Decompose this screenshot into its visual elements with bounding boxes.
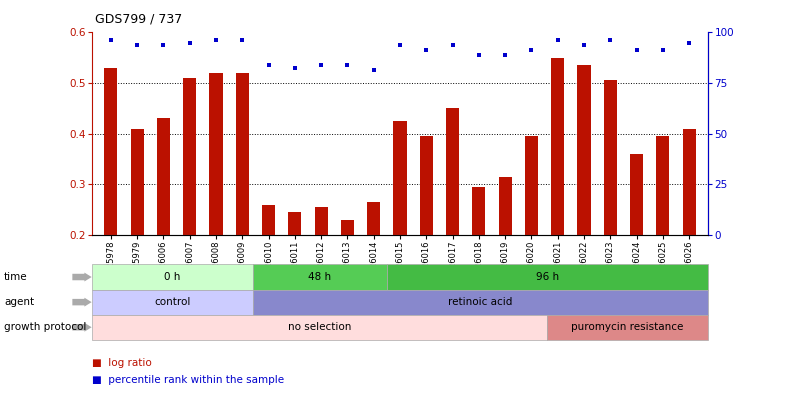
Bar [471,187,485,235]
Text: growth protocol: growth protocol [4,322,86,332]
Bar [104,68,117,235]
Bar [524,136,537,235]
Bar [235,73,249,235]
Text: agent: agent [4,297,34,307]
Bar [393,121,406,235]
Bar [446,108,459,235]
Text: retinoic acid: retinoic acid [447,297,512,307]
Point [551,37,564,43]
Point [340,62,353,68]
Point [577,42,589,48]
Point [419,47,432,53]
Text: time: time [4,272,27,282]
Text: no selection: no selection [287,322,351,332]
Bar [577,65,590,235]
Point [288,64,301,71]
Text: ■  percentile rank within the sample: ■ percentile rank within the sample [92,375,284,385]
Point [104,37,117,43]
Point [393,42,406,48]
Bar [209,73,222,235]
Text: 0 h: 0 h [165,272,181,282]
Point [314,62,327,68]
Bar [340,220,353,235]
Bar [130,129,144,235]
Text: GDS799 / 737: GDS799 / 737 [95,12,182,25]
Point [498,52,511,58]
Text: 48 h: 48 h [308,272,331,282]
Bar [603,81,616,235]
Point [524,47,537,53]
Text: ■  log ratio: ■ log ratio [92,358,152,369]
Bar [682,129,695,235]
Point [131,42,144,48]
Point [603,37,616,43]
Point [682,39,695,46]
Bar [183,78,196,235]
Point [630,47,642,53]
Bar [630,154,642,235]
Point [262,62,275,68]
Point [210,37,222,43]
Bar [262,205,275,235]
Bar [367,202,380,235]
Point [183,39,196,46]
Bar [550,58,564,235]
Bar [314,207,328,235]
Point [446,42,459,48]
Bar [157,118,169,235]
Bar [655,136,669,235]
Point [235,37,248,43]
Point [157,42,169,48]
Bar [498,177,511,235]
Bar [288,212,301,235]
Point [655,47,668,53]
Text: puromycin resistance: puromycin resistance [570,322,683,332]
Bar [419,136,432,235]
Point [367,67,380,74]
Point [472,52,485,58]
Text: 96 h: 96 h [535,272,558,282]
Text: control: control [154,297,190,307]
